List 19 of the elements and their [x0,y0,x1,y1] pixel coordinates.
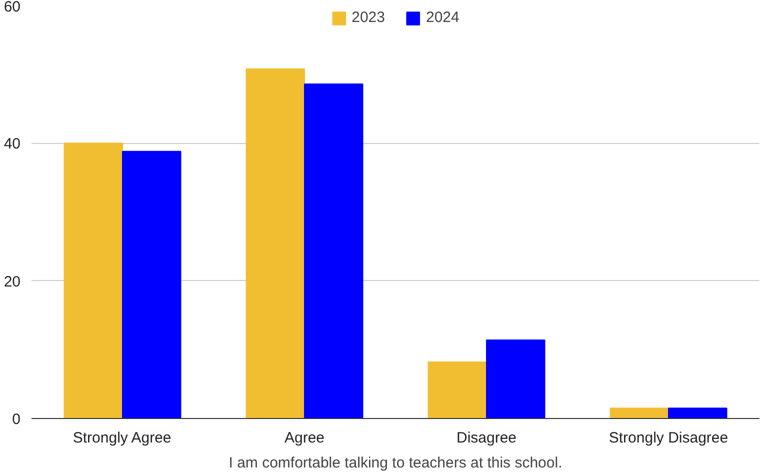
x-tick-label: Agree [284,430,325,446]
bar [668,408,728,418]
bar [610,408,669,418]
x-tick-label: Disagree [456,430,517,446]
bar [64,142,123,418]
legend-label: 2023 [352,9,385,26]
y-tick-label: 40 [4,136,21,153]
bar [428,362,487,418]
y-tick-label: 20 [4,273,21,290]
x-axis-title: I am comfortable talking to teachers at this school. [228,454,562,472]
x-tick-label: Strongly Disagree [608,430,728,446]
bar [246,68,305,418]
bar [122,150,182,418]
bar [486,340,546,418]
x-tick-label: Strongly Agree [72,430,172,446]
bar [304,83,364,418]
y-tick-label: 60 [4,0,21,16]
y-tick-label: 0 [12,411,20,428]
legend-label: 2024 [426,9,460,26]
